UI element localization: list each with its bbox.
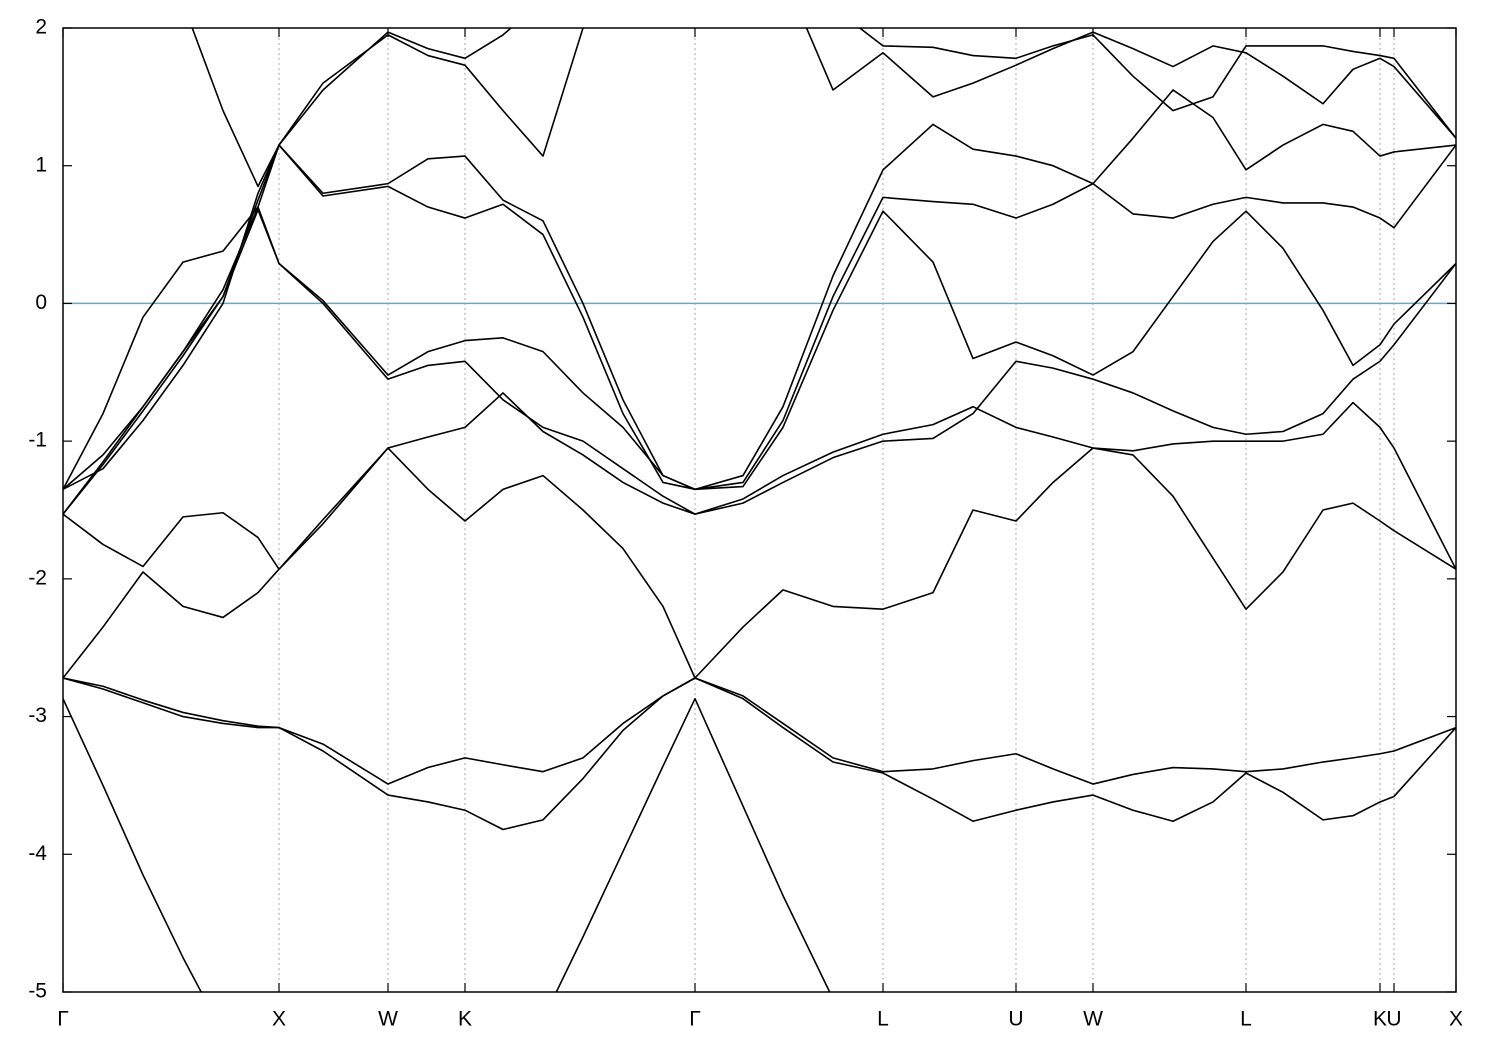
y-tick-label: -3 [28, 704, 47, 727]
y-tick-label: -1 [28, 429, 47, 452]
x-tick-label: W [1083, 1008, 1103, 1031]
band-line [63, 677, 1456, 831]
band-line [63, 447, 1456, 679]
band-line [63, 392, 1456, 679]
x-tick-label: U [1008, 1008, 1023, 1031]
x-tick-label: X [1449, 1008, 1463, 1031]
x-tick-label: K [458, 1008, 472, 1031]
plot-frame [62, 27, 1457, 993]
band-line [63, 208, 1456, 515]
grid [62, 28, 1457, 992]
y-tick-label: 1 [35, 153, 47, 176]
band-line [63, 697, 831, 992]
x-tick-label: L [1240, 1008, 1252, 1031]
y-tick-label: 0 [35, 291, 47, 314]
plot-area [63, 28, 1456, 992]
x-tick-label: K [1373, 1008, 1387, 1031]
band-line [191, 28, 1456, 188]
x-tick-label: X [272, 1008, 286, 1031]
x-tick-label: U [1386, 1008, 1401, 1031]
y-tick-label: -4 [28, 842, 47, 865]
y-tick-label: -5 [28, 980, 47, 1003]
x-tick-label: Γ [57, 1008, 69, 1031]
x-tick-label: W [378, 1008, 398, 1031]
y-tick-label: -2 [28, 566, 47, 589]
x-tick-label: Γ [689, 1008, 701, 1031]
x-tick-label: L [877, 1008, 889, 1031]
y-tick-label: 2 [35, 16, 47, 39]
